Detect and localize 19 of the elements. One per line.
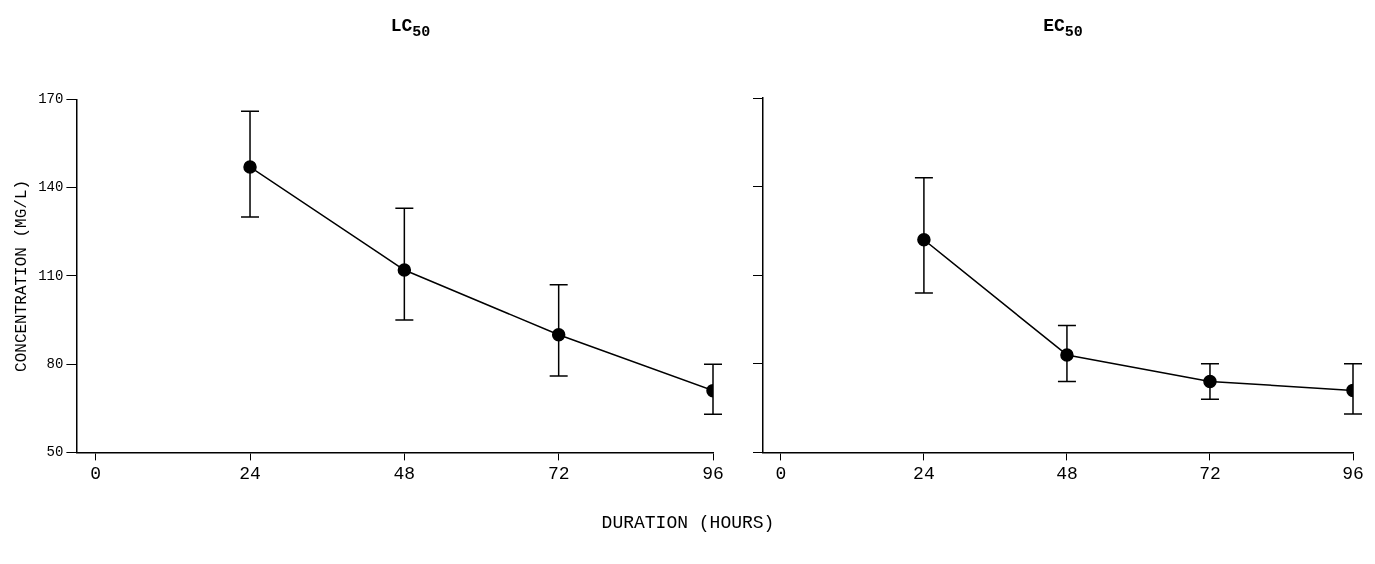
chart-title: LC$_{50}$ xyxy=(389,16,432,41)
x-tick-label: 48 xyxy=(1056,463,1078,484)
x-tick-label: 24 xyxy=(913,463,935,484)
x-tick-label: 24 xyxy=(239,463,261,484)
x-tick-label: 0 xyxy=(90,463,102,484)
x-tick-label: 48 xyxy=(393,463,416,484)
y-tick-label: 140 xyxy=(38,179,64,196)
x-tick-label: 0 xyxy=(775,463,787,484)
x-tick-label: 96 xyxy=(702,463,724,484)
y-tick-label: 50 xyxy=(46,444,64,461)
x-axis-title: DURATION (HOURS) xyxy=(600,513,776,533)
y-tick-label: 170 xyxy=(38,91,64,108)
chart-title: EC$_{50}$ xyxy=(1042,16,1084,41)
x-tick-label: 96 xyxy=(1342,463,1364,484)
y-tick-label: 110 xyxy=(38,267,64,284)
y-tick-label: 80 xyxy=(46,355,64,372)
x-tick-label: 72 xyxy=(547,463,570,484)
x-tick-label: 72 xyxy=(1199,463,1221,484)
y-axis-title: CONCENTRATION (MG/L) xyxy=(12,179,31,372)
